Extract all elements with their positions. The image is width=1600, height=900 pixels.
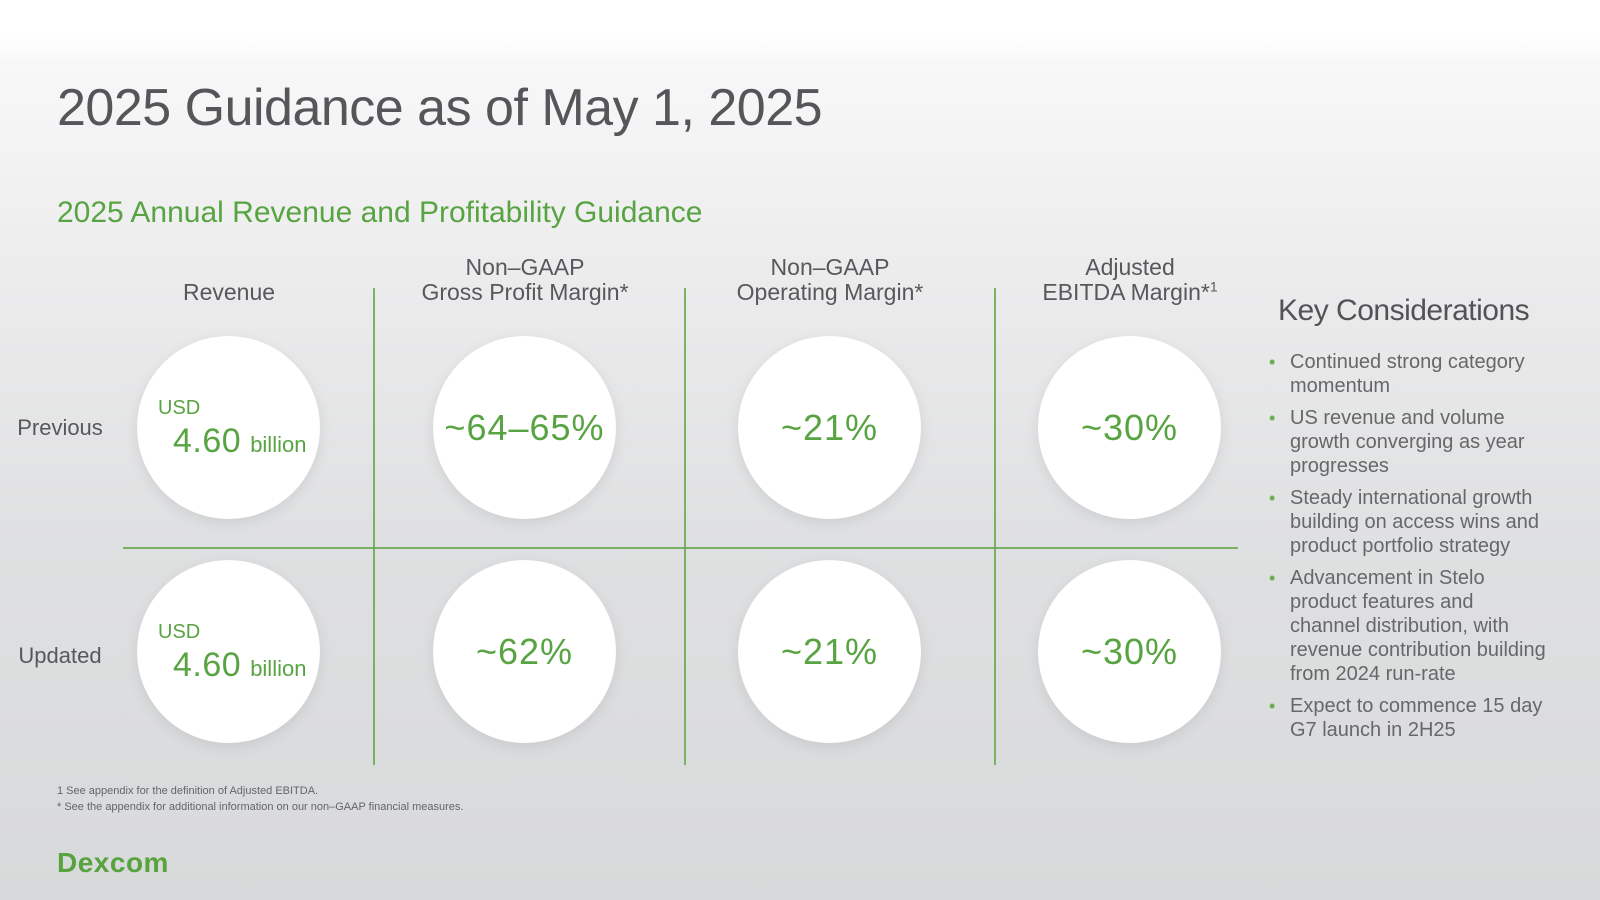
footnote-superscript: 1 [1209,278,1218,295]
key-considerations-panel: Key Considerations • Continued strong cat… [1267,294,1559,750]
updated-revenue-circle: USD 4.60 billion [137,560,320,743]
dexcom-logo: Dexcom [57,847,169,878]
bullet-text: Advancement in Stelo product features an… [1290,567,1546,685]
section-title: 2025 Annual Revenue and Profitability Gu… [57,196,703,229]
previous-gross-profit-circle: ~64–65% [433,336,616,519]
bullet-icon: • [1269,696,1276,716]
column-header-line1: Adjusted [1085,254,1175,280]
operating-margin-value: ~21% [780,630,879,672]
key-considerations-list: • Continued strong category momentum • US … [1267,350,1559,742]
bullet-icon: • [1269,352,1276,372]
bullet-text: Steady international growth building on … [1290,487,1540,557]
bullet-text: Continued strong category momentum [1290,351,1525,397]
bullet-icon: • [1269,568,1276,588]
row-label-updated: Updated [18,643,102,668]
key-considerations-title: Key Considerations [1278,294,1530,327]
updated-ebitda-margin-circle: ~30% [1038,560,1221,743]
revenue-unit: billion [250,655,307,681]
previous-ebitda-margin-circle: ~30% [1038,336,1221,519]
column-header-ebitda-margin: Adjusted EBITDA Margin*1 [980,252,1280,305]
revenue-currency: USD [158,396,201,419]
list-item: • US revenue and volume growth converging… [1267,406,1559,478]
list-item: • Steady international growth building on… [1267,486,1559,558]
revenue-unit: billion [250,431,307,457]
revenue-amount-line: 4.60 billion [173,646,306,684]
gross-profit-value: ~62% [475,630,574,672]
updated-operating-margin-circle: ~21% [738,560,921,743]
revenue-amount-line: 4.60 billion [173,422,306,460]
bullet-icon: • [1269,408,1276,428]
column-header-line2: Gross Profit Margin* [421,279,629,305]
previous-revenue-circle: USD 4.60 billion [137,336,320,519]
column-header-line2: EBITDA Margin*1 [1042,278,1218,305]
gross-profit-value: ~64–65% [444,406,605,448]
previous-operating-margin-circle: ~21% [738,336,921,519]
bullet-icon: • [1269,488,1276,508]
updated-gross-profit-circle: ~62% [433,560,616,743]
footnote-1: 1 See appendix for the definition of Adj… [57,785,319,797]
list-item: • Continued strong category momentum [1267,350,1559,398]
column-header-revenue: Revenue [79,252,379,305]
bullet-text: US revenue and volume growth converging … [1290,407,1525,477]
revenue-amount: 4.60 [173,645,242,684]
bullet-text: Expect to commence 15 day G7 launch in 2… [1290,695,1543,741]
column-header-operating-margin: Non–GAAP Operating Margin* [680,252,980,305]
footnote-2: * See the appendix for additional inform… [57,801,464,813]
row-label-previous: Previous [17,415,103,440]
column-header-line2: Operating Margin* [736,279,924,305]
list-item: • Expect to commence 15 day G7 launch in … [1267,694,1559,742]
column-header-line1: Non–GAAP [465,254,585,280]
row-divider [123,547,1238,549]
ebitda-margin-value: ~30% [1080,406,1179,448]
column-divider-3 [994,288,996,765]
operating-margin-value: ~21% [780,406,879,448]
revenue-currency: USD [158,620,201,643]
column-header-gross-profit-margin: Non–GAAP Gross Profit Margin* [375,252,675,305]
column-header-line1: Non–GAAP [770,254,890,280]
column-divider-1 [373,288,375,765]
column-header-line2: Revenue [182,279,276,305]
column-divider-2 [684,288,686,765]
page-title: 2025 Guidance as of May 1, 2025 [57,79,823,137]
ebitda-margin-value: ~30% [1080,630,1179,672]
footnotes: 1 See appendix for the definition of Adj… [57,783,463,815]
list-item: • Advancement in Stelo product features a… [1267,566,1559,686]
revenue-amount: 4.60 [173,421,242,460]
